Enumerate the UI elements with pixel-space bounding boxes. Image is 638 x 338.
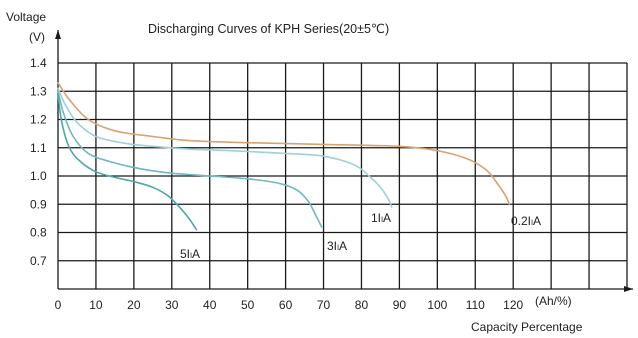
y-axis-arrow: [55, 30, 61, 39]
x-tick-label: 110: [466, 298, 485, 312]
y-tick-label: 0.9: [30, 197, 47, 211]
y-axis-unit: (V): [29, 30, 45, 44]
x-tick-label: 50: [241, 298, 255, 312]
series-label-0: 0.2IₗA: [511, 214, 541, 228]
x-tick-label: 90: [393, 298, 407, 312]
y-axis-label: Voltage: [6, 10, 46, 24]
axes: [55, 30, 633, 292]
series-label-1: 1IₗA: [371, 211, 391, 225]
x-axis-arrow: [624, 286, 633, 292]
gridlines: [58, 62, 628, 289]
series-curve-0: [57, 82, 511, 205]
y-tick-label: 1.3: [30, 84, 47, 98]
x-axis-label: Capacity Percentage: [471, 320, 583, 334]
x-tick-label: 100: [427, 298, 447, 312]
x-tick-label: 60: [279, 298, 293, 312]
series-label-3: 5IₗA: [180, 247, 200, 261]
y-tick-label: 0.7: [30, 254, 47, 268]
x-tick-label: 30: [165, 298, 179, 312]
chart-title: Discharging Curves of KPH Series(20±5℃): [148, 22, 389, 36]
series-curve-3: [57, 93, 198, 231]
x-axis-unit: (Ah/%): [535, 294, 572, 308]
y-tick-label: 1.2: [30, 113, 47, 127]
series-curves: [57, 82, 511, 231]
y-tick-label: 1.4: [30, 56, 47, 70]
x-tick-label: 80: [355, 298, 369, 312]
x-tick-label: 0: [55, 298, 62, 312]
x-tick-label: 10: [89, 298, 103, 312]
series-curve-1: [57, 87, 393, 208]
x-tick-label: 120: [503, 298, 523, 312]
series-labels: 0.2IₗA 1IₗA 3IₗA 5IₗA: [180, 211, 541, 261]
x-tick-label: 70: [317, 298, 331, 312]
x-tick-label: 40: [203, 298, 217, 312]
series-label-2: 3IₗA: [327, 239, 347, 253]
series-curve-2: [57, 90, 323, 228]
y-tick-label: 1.0: [30, 169, 47, 183]
x-tick-label: 20: [127, 298, 141, 312]
tick-labels: 0 10 20 30 40 50 60 70 80 90 100 110 120 1.4 1.3 1.2 1.1…: [30, 56, 524, 312]
y-tick-label: 1.1: [30, 141, 47, 155]
y-tick-label: 0.8: [30, 226, 47, 240]
